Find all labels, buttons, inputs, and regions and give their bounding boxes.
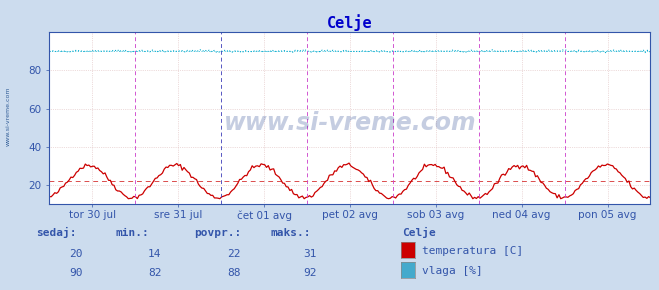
Text: 20: 20 [69,249,82,259]
Text: www.si-vreme.com: www.si-vreme.com [5,86,11,146]
Text: 31: 31 [303,249,316,259]
Text: www.si-vreme.com: www.si-vreme.com [223,111,476,135]
Text: vlaga [%]: vlaga [%] [422,266,482,276]
Title: Celje: Celje [327,14,373,31]
Text: 88: 88 [227,268,241,278]
Text: 82: 82 [148,268,161,278]
Text: temperatura [C]: temperatura [C] [422,246,523,256]
Text: maks.:: maks.: [270,228,310,238]
Text: 14: 14 [148,249,161,259]
Text: 22: 22 [227,249,241,259]
Text: povpr.:: povpr.: [194,228,242,238]
Text: sedaj:: sedaj: [36,227,76,238]
Text: min.:: min.: [115,228,149,238]
Text: 90: 90 [69,268,82,278]
Text: Celje: Celje [402,227,436,238]
Text: 92: 92 [303,268,316,278]
